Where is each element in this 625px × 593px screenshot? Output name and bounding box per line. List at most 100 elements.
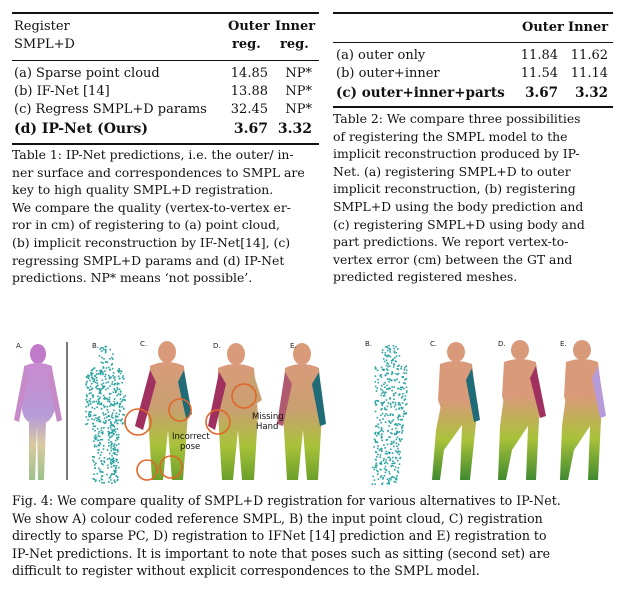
point-cloud-dot	[387, 365, 389, 368]
point-cloud-dot	[100, 402, 103, 404]
point-cloud-dot	[118, 405, 121, 407]
point-cloud-dot	[399, 423, 401, 426]
table-1-row-label: (b) IF-Net [14]	[14, 84, 110, 99]
point-cloud-dot	[391, 476, 394, 478]
point-cloud-dot	[399, 438, 401, 441]
point-cloud-dot	[108, 377, 111, 380]
table-2-row-inner: 3.32	[575, 85, 608, 101]
point-cloud-dot	[93, 407, 96, 410]
point-cloud-dot	[98, 444, 101, 447]
point-cloud-dot	[107, 439, 110, 441]
point-cloud-dot	[118, 388, 121, 391]
point-cloud-dot	[374, 433, 377, 435]
point-cloud-dot	[390, 406, 392, 408]
point-cloud-dot	[95, 377, 98, 379]
point-cloud-dot	[381, 407, 383, 410]
point-cloud-dot	[397, 418, 400, 421]
point-cloud-dot	[398, 394, 400, 396]
point-cloud-dot	[389, 432, 392, 434]
point-cloud-dot	[92, 428, 94, 430]
point-cloud-dot	[383, 407, 386, 409]
point-cloud-dot	[111, 381, 114, 383]
point-cloud-dot	[389, 351, 391, 353]
point-cloud-dot	[393, 405, 396, 408]
point-cloud-dot	[118, 370, 121, 372]
table-2-mid-rule	[333, 42, 613, 43]
point-cloud-dot	[97, 402, 99, 404]
point-cloud-dot	[110, 421, 112, 423]
point-cloud-dot	[88, 412, 90, 415]
point-cloud-dot	[88, 411, 91, 413]
point-cloud-dot	[107, 467, 109, 469]
point-cloud-dot	[102, 431, 104, 433]
point-cloud-dot	[108, 396, 111, 399]
point-cloud-dot	[381, 412, 384, 415]
point-cloud-dot	[105, 350, 107, 353]
point-cloud-dot	[385, 391, 387, 394]
point-cloud-dot	[99, 391, 101, 393]
point-cloud-dot	[379, 476, 382, 479]
point-cloud-dot	[386, 453, 388, 455]
point-cloud-dot	[390, 379, 393, 382]
point-cloud-dot	[380, 437, 383, 439]
point-cloud-dot	[113, 465, 116, 467]
point-cloud-dot	[97, 439, 99, 442]
point-cloud-dot	[101, 438, 104, 441]
point-cloud-dot	[111, 431, 114, 433]
point-cloud-dot	[116, 387, 119, 389]
point-cloud-dot	[93, 478, 96, 481]
point-cloud-dot	[111, 460, 114, 463]
panel-label-b2: B.	[365, 340, 373, 348]
table-1-header-register: Register	[14, 19, 70, 34]
point-cloud-dot	[393, 363, 395, 365]
point-cloud-dot	[374, 410, 377, 413]
point-cloud-dot	[385, 439, 388, 441]
point-cloud-dot	[394, 423, 396, 426]
point-cloud-dot	[88, 414, 90, 416]
panel-label-a: A.	[16, 342, 23, 350]
point-cloud-dot	[396, 424, 399, 427]
point-cloud-dot	[386, 355, 389, 358]
point-cloud-dot	[90, 374, 93, 377]
point-cloud-dot	[387, 402, 390, 404]
point-cloud-dot	[91, 394, 94, 396]
point-cloud-dot	[111, 455, 113, 457]
point-cloud-dot	[380, 449, 383, 451]
point-cloud-dot	[113, 400, 115, 403]
point-cloud-dot	[98, 392, 101, 394]
point-cloud-dot	[388, 420, 390, 422]
point-cloud-dot	[95, 445, 98, 448]
point-cloud-dot	[102, 463, 104, 466]
caption-line: vertex error (cm) between the GT and	[333, 251, 573, 267]
point-cloud-dot	[111, 363, 113, 365]
point-cloud-dot	[399, 415, 401, 417]
point-cloud-dot	[390, 361, 393, 364]
table-1-header-inner-reg: reg.	[280, 37, 309, 52]
table-2-bottom-rule	[333, 106, 613, 108]
point-cloud-dot	[114, 428, 116, 431]
point-cloud-dot	[384, 354, 386, 356]
point-cloud-dot	[381, 349, 384, 351]
point-cloud-dot	[115, 412, 118, 415]
point-cloud-dot	[375, 462, 378, 465]
point-cloud-dot	[109, 426, 112, 429]
point-cloud-dot	[389, 398, 391, 400]
point-cloud-dot	[376, 387, 379, 389]
point-cloud-dot	[395, 352, 397, 354]
point-cloud-dot	[396, 432, 398, 434]
point-cloud-dot	[382, 395, 385, 397]
point-cloud-dot	[392, 442, 395, 444]
point-cloud-dot	[85, 406, 87, 408]
point-cloud-dot	[403, 368, 406, 371]
point-cloud-dot	[94, 480, 97, 483]
point-cloud-dot	[375, 459, 377, 461]
point-cloud-dot	[403, 387, 405, 390]
point-cloud-dot	[85, 398, 88, 401]
point-cloud-dot	[110, 423, 113, 425]
point-cloud-dot	[93, 400, 95, 403]
point-cloud-dot	[98, 420, 100, 423]
point-cloud-dot	[103, 457, 106, 459]
point-cloud-dot	[380, 402, 383, 404]
point-cloud-dot	[119, 403, 121, 405]
point-cloud-dot	[374, 366, 377, 368]
